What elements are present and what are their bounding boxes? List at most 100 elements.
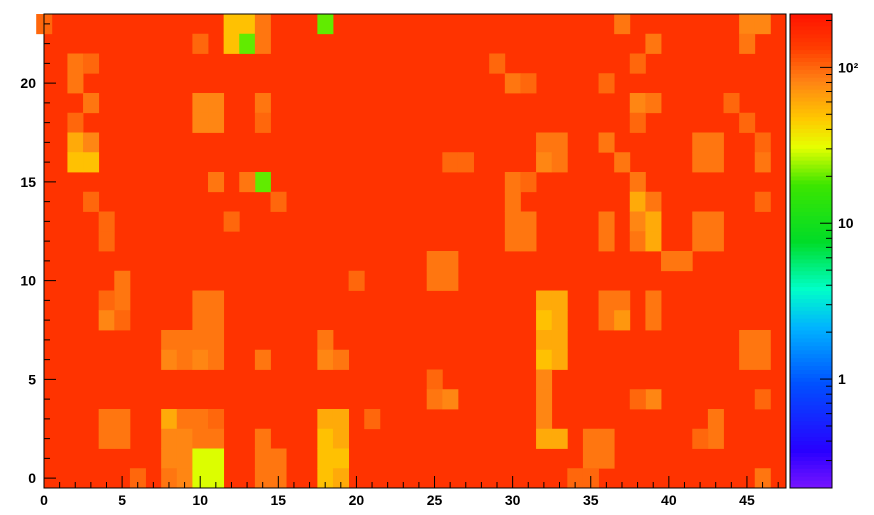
- heatmap-cell: [645, 33, 662, 54]
- heatmap-cell: [504, 211, 521, 232]
- colorbar-segment: [790, 401, 832, 406]
- heatmap-cell: [645, 290, 662, 311]
- heatmap-cell: [98, 409, 115, 430]
- colorbar-segment: [790, 480, 832, 485]
- heatmap-cell: [239, 172, 256, 193]
- colorbar-segment: [790, 108, 832, 114]
- colorbar-segment: [790, 290, 832, 295]
- colorbar-segment: [790, 397, 832, 402]
- heatmap-cell: [754, 389, 771, 410]
- heatmap-cell: [598, 428, 615, 449]
- heatmap-cell: [254, 428, 271, 449]
- colorbar-segment: [790, 373, 832, 378]
- heatmap-cell: [754, 349, 771, 370]
- colorbar-segment: [790, 116, 832, 122]
- heatmap-cell: [551, 310, 568, 331]
- plot-frame: [43, 13, 787, 489]
- y-axis: 0 5 10 15 20: [20, 23, 56, 486]
- colorbar-segment: [790, 357, 832, 363]
- colorbar-segment: [790, 428, 832, 434]
- colorbar-segment: [790, 314, 832, 319]
- heatmap-cell: [536, 330, 553, 351]
- colorbar-segment: [790, 132, 832, 137]
- heatmap-cell: [739, 14, 756, 35]
- x-tick-label: 25: [427, 492, 443, 508]
- colorbar-segment: [790, 29, 832, 35]
- colorbar-segment: [790, 152, 832, 157]
- colorbar-segment: [790, 49, 832, 54]
- heatmap-cell: [645, 231, 662, 252]
- heatmap-cell: [536, 152, 553, 173]
- heatmap-cell: [239, 14, 256, 35]
- heatmap-cell: [208, 93, 225, 114]
- heatmap-cell: [317, 448, 334, 469]
- heatmap-cell: [598, 448, 615, 469]
- colorbar-segment: [790, 412, 832, 418]
- heatmap-cell: [129, 468, 146, 489]
- colorbar-segment: [790, 120, 832, 126]
- colorbar-segment: [790, 203, 832, 209]
- colorbar-segment: [790, 262, 832, 268]
- colorbar-segment: [790, 405, 832, 410]
- heatmap-cell: [629, 389, 646, 410]
- heatmap-cell: [192, 428, 209, 449]
- heatmap-cell: [707, 231, 724, 252]
- heatmap-cell: [676, 251, 693, 272]
- x-tick-label: 20: [349, 492, 365, 508]
- heatmap-cell: [192, 112, 209, 133]
- heatmap-cell: [364, 409, 381, 430]
- colorbar-segment: [790, 302, 832, 307]
- colorbar-segment: [790, 57, 832, 62]
- heatmap-cell: [707, 409, 724, 430]
- colorbar-segment: [790, 326, 832, 331]
- colorbar-segment: [790, 298, 832, 303]
- colorbar-segment: [790, 227, 832, 232]
- colorbar-segment: [790, 416, 832, 422]
- colorbar-segment: [790, 274, 832, 280]
- heatmap-cell: [98, 290, 115, 311]
- heatmap-cell: [489, 53, 506, 74]
- colorbar-segment: [790, 484, 832, 489]
- heatmap-cell: [551, 132, 568, 153]
- colorbar-segment: [790, 318, 832, 323]
- y-tick-label: 20: [20, 75, 36, 91]
- colorbar-segment: [790, 385, 832, 390]
- heatmap-cell: [83, 93, 100, 114]
- heatmap-cell: [629, 191, 646, 212]
- heatmap-cell: [67, 73, 84, 94]
- colorbar-segment: [790, 179, 832, 185]
- heatmap-cell: [754, 152, 771, 173]
- heatmap-cell: [254, 112, 271, 133]
- colorbar-segment: [790, 93, 832, 98]
- colorbar: [789, 13, 833, 489]
- heatmap-cell: [754, 191, 771, 212]
- heatmap-cell: [114, 310, 131, 331]
- colorbar-segment: [790, 369, 832, 374]
- heatmap-cell: [598, 290, 615, 311]
- heatmap-cell: [629, 112, 646, 133]
- heatmap-cell: [332, 349, 350, 370]
- colorbar-segment: [790, 25, 832, 31]
- colorbar-segment: [790, 41, 832, 47]
- heatmap-cell: [536, 310, 553, 331]
- colorbar-segment: [790, 148, 832, 153]
- heatmap-cell: [551, 349, 568, 370]
- colorbar-segment: [790, 168, 832, 173]
- heatmap-cell: [114, 290, 131, 311]
- heatmap-cell: [208, 349, 225, 370]
- heatmap-cell: [161, 468, 178, 489]
- colorbar-segment: [790, 33, 832, 39]
- heatmap-cell: [754, 330, 771, 351]
- colorbar-segment: [790, 219, 832, 224]
- heatmap-cell: [254, 172, 271, 193]
- heatmap-cell: [504, 172, 521, 193]
- colorbar-segment: [790, 61, 832, 66]
- heatmap-cell: [332, 409, 350, 430]
- colorbar-segment: [790, 37, 832, 43]
- heatmap-cell: [98, 428, 115, 449]
- y-tick-label: 5: [28, 371, 36, 387]
- heatmap-cell: [67, 112, 84, 133]
- colorbar-segment: [790, 231, 832, 236]
- heatmap-cell: [98, 231, 115, 252]
